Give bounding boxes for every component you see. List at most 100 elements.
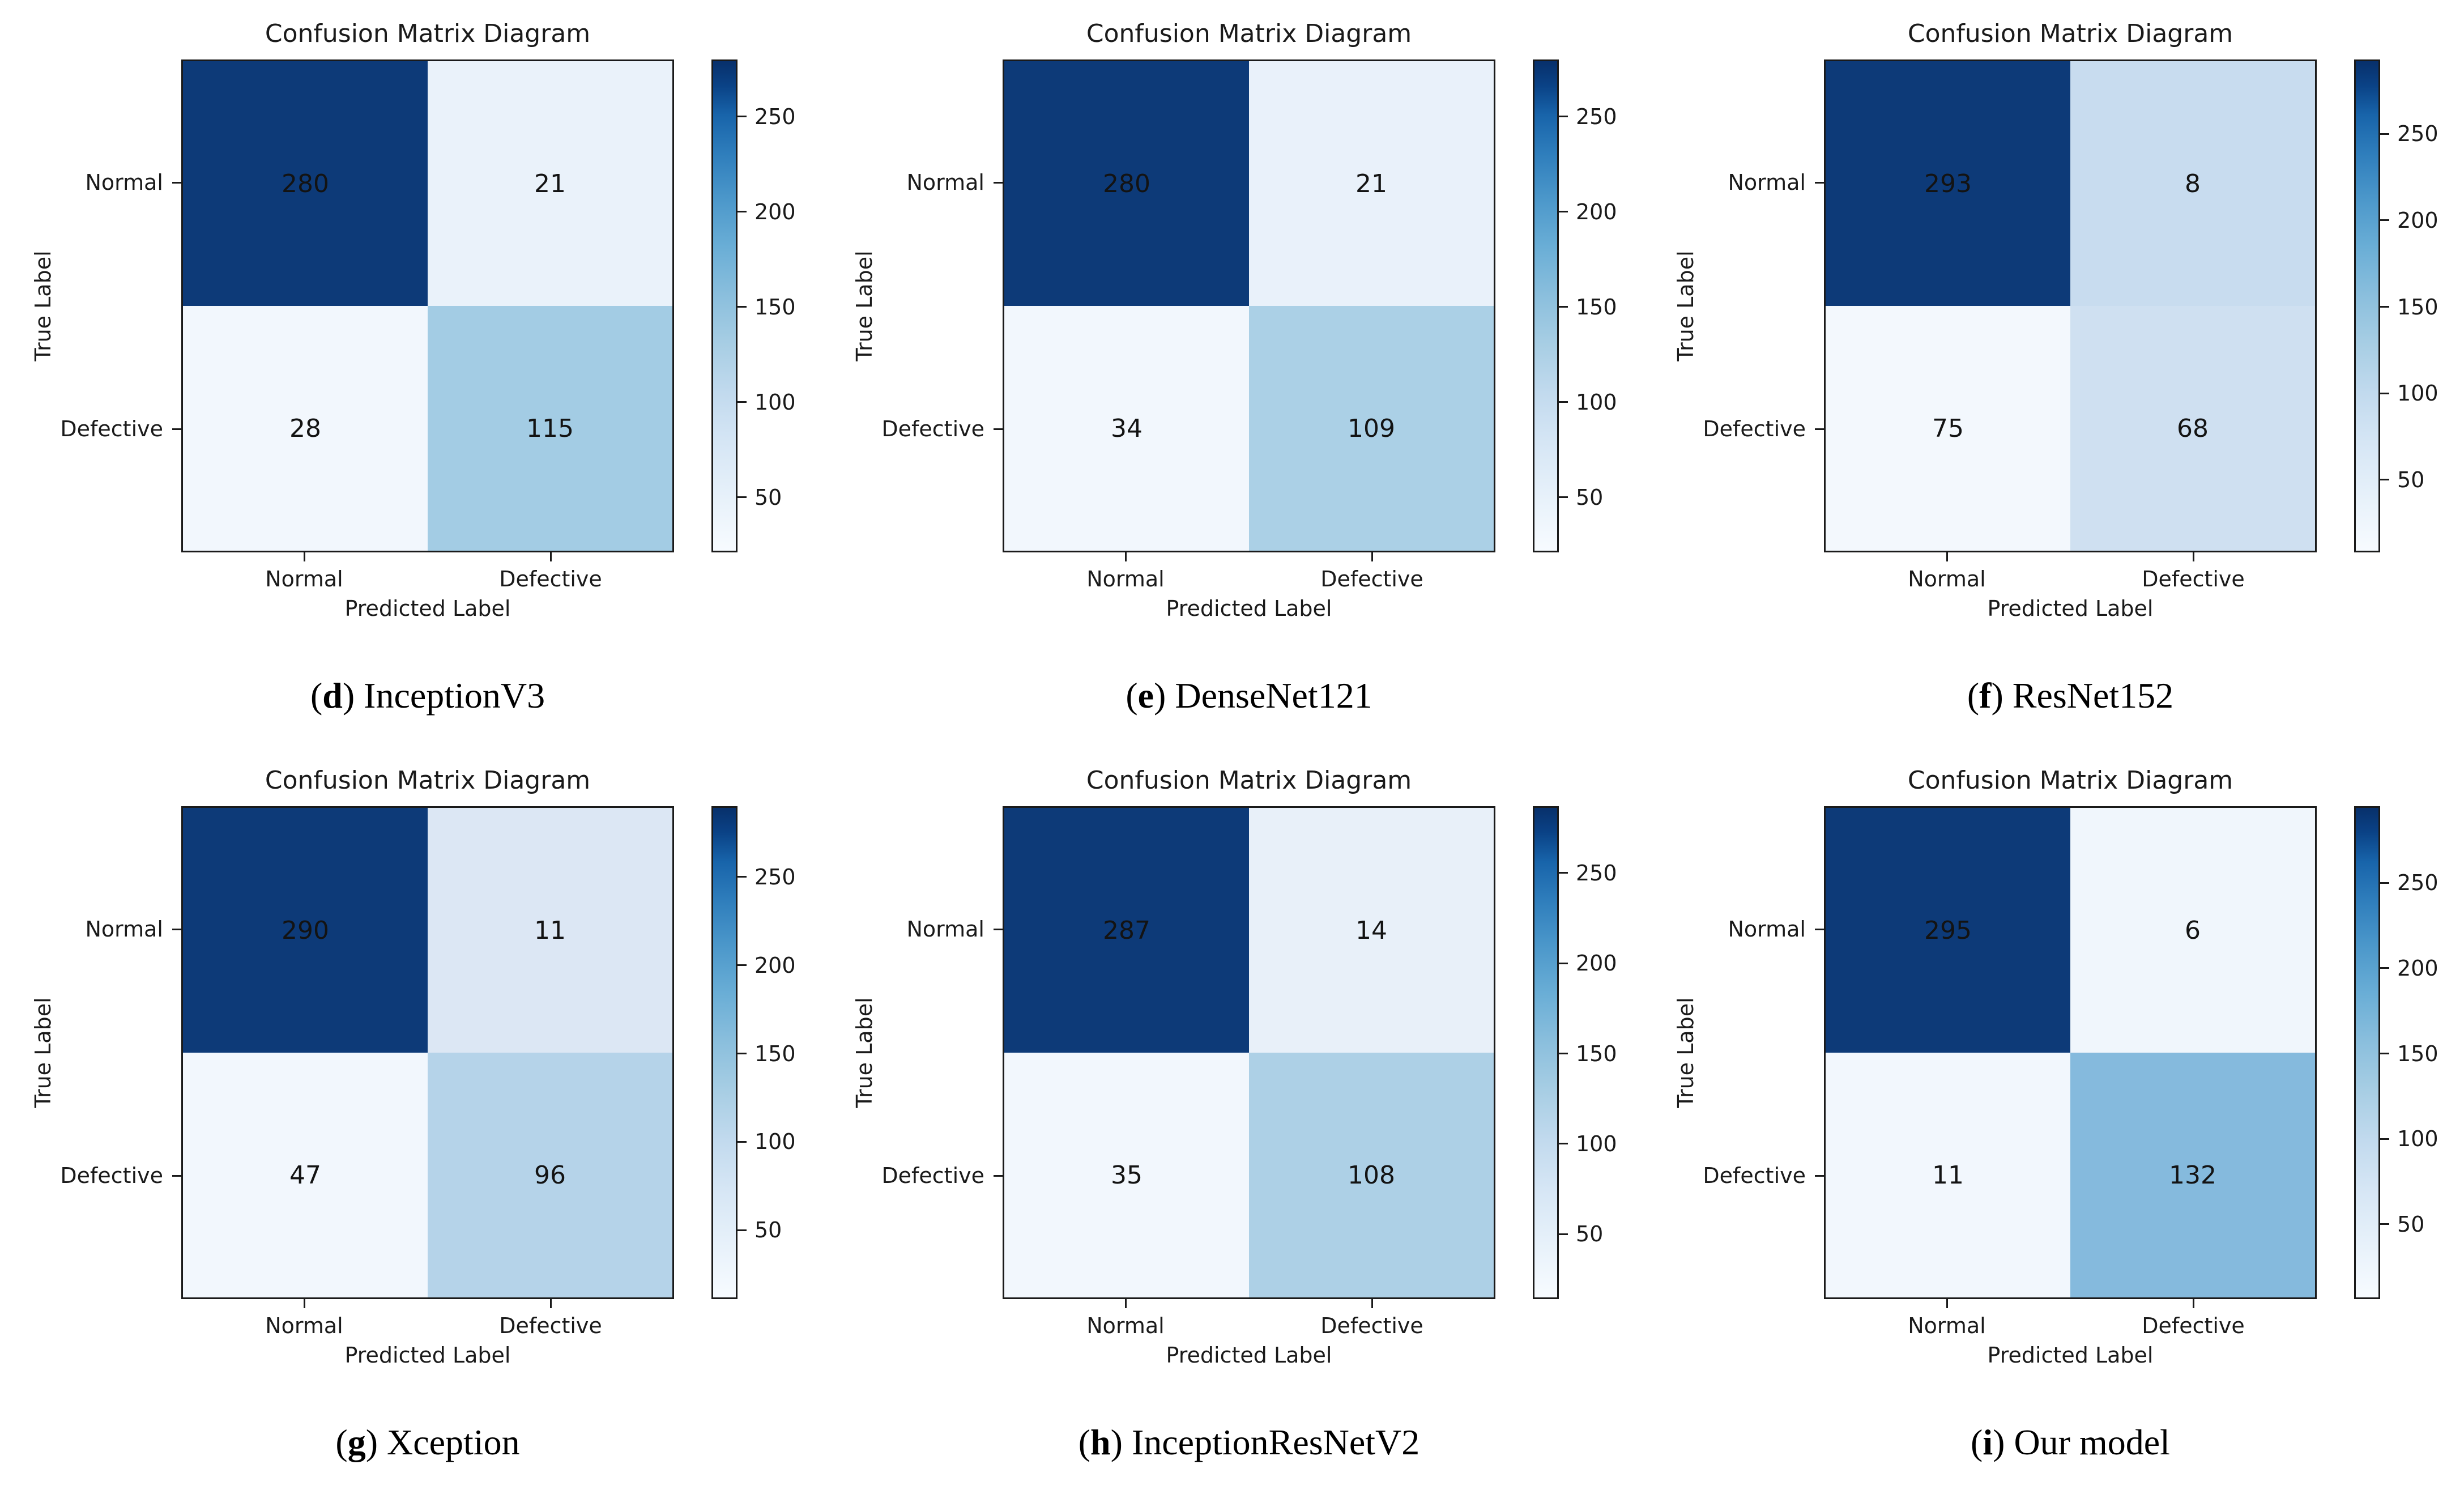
- caption-letter: i: [1983, 1422, 1993, 1462]
- matrix-cell: 47: [183, 1053, 428, 1297]
- x-tick-label: Normal: [265, 567, 343, 591]
- y-tick-label: Normal: [1728, 917, 1806, 942]
- colorbar-tick-label: 200: [1576, 951, 1617, 976]
- colorbar-tick-mark: [738, 1229, 747, 1231]
- y-tick-mark: [1815, 929, 1824, 930]
- colorbar-tick-mark: [1559, 211, 1568, 213]
- colorbar-tick-mark: [2380, 1223, 2389, 1225]
- x-axis-label: Predicted Label: [1987, 596, 2154, 621]
- caption-paren-open: (: [335, 1422, 348, 1462]
- confusion-matrix-panel: Confusion Matrix Diagram True Label Norm…: [0, 747, 821, 1493]
- colorbar-tick-label: 150: [1576, 1041, 1617, 1066]
- colorbar-tick-label: 200: [2397, 207, 2439, 233]
- y-tick-mark: [172, 929, 181, 930]
- colorbar-tick-label: 100: [2397, 381, 2439, 406]
- colorbar-tick-label: 200: [754, 199, 796, 224]
- colorbar-tick-mark: [2380, 882, 2389, 884]
- confusion-matrix-panel: Confusion Matrix Diagram True Label Norm…: [1643, 747, 2464, 1493]
- colorbar-tick-mark: [1559, 496, 1568, 499]
- matrix-cell: 280: [183, 61, 428, 306]
- y-tick-label: Defective: [60, 1163, 163, 1188]
- subfigure-caption: (f) ResNet152: [1767, 670, 2373, 721]
- caption-letter: f: [1979, 675, 1992, 716]
- matrix-cell: 21: [1249, 61, 1494, 306]
- y-axis-label: True Label: [31, 997, 56, 1108]
- x-tick-mark: [304, 1299, 305, 1308]
- colorbar-tick-label: 100: [754, 1129, 796, 1155]
- subfigure-caption: (g) Xception: [125, 1417, 731, 1468]
- x-tick-mark: [1371, 552, 1373, 561]
- matrix-cell: 11: [1826, 1053, 2070, 1297]
- x-tick-label: Defective: [1320, 567, 1423, 591]
- heatmap-matrix: 293 8 75 68: [1824, 59, 2317, 552]
- y-axis-label: True Label: [1673, 250, 1698, 361]
- y-tick-label: Normal: [85, 170, 164, 195]
- matrix-cell: 75: [1826, 306, 2070, 551]
- x-tick-mark: [1371, 1299, 1373, 1308]
- colorbar: [2354, 806, 2380, 1299]
- x-axis-label: Predicted Label: [344, 1343, 511, 1368]
- colorbar-tick-mark: [1559, 306, 1568, 308]
- x-axis-label: Predicted Label: [344, 596, 511, 621]
- matrix-cell: 14: [1249, 808, 1494, 1053]
- matrix-cell: 280: [1004, 61, 1249, 306]
- colorbar-tick-label: 50: [754, 484, 782, 510]
- colorbar-tick-mark: [2380, 1053, 2389, 1054]
- matrix-cell: 34: [1004, 306, 1249, 551]
- x-axis-label: Predicted Label: [1987, 1343, 2154, 1368]
- colorbar-tick-mark: [2380, 479, 2389, 481]
- matrix-cell: 115: [428, 306, 672, 551]
- x-tick-mark: [1946, 1299, 1948, 1308]
- x-tick-mark: [2193, 1299, 2194, 1308]
- subfigure-caption: (d) InceptionV3: [125, 670, 731, 721]
- matrix-cell: 68: [2070, 306, 2315, 551]
- chart-title: Confusion Matrix Diagram: [1907, 19, 2233, 48]
- x-tick-label: Defective: [1320, 1313, 1423, 1338]
- confusion-matrix-panel: Confusion Matrix Diagram True Label Norm…: [821, 747, 1643, 1493]
- colorbar-tick-mark: [2380, 967, 2389, 969]
- subfigure-caption: (h) InceptionResNetV2: [946, 1417, 1552, 1468]
- matrix-cell: 132: [2070, 1053, 2315, 1297]
- colorbar-tick-mark: [738, 306, 747, 308]
- colorbar-tick-mark: [1559, 962, 1568, 964]
- colorbar: [711, 806, 738, 1299]
- colorbar: [1533, 59, 1559, 552]
- colorbar-tick-label: 100: [754, 389, 796, 415]
- y-tick-label: Defective: [1703, 416, 1806, 441]
- y-tick-mark: [172, 182, 181, 184]
- colorbar-tick-mark: [738, 211, 747, 213]
- colorbar-tick-label: 250: [754, 104, 796, 129]
- heatmap-matrix: 287 14 35 108: [1003, 806, 1495, 1299]
- chart-title: Confusion Matrix Diagram: [1086, 766, 1412, 795]
- x-tick-mark: [304, 552, 305, 561]
- matrix-cell: 290: [183, 808, 428, 1053]
- matrix-cell: 28: [183, 306, 428, 551]
- colorbar-tick-label: 150: [754, 1041, 796, 1066]
- x-axis-label: Predicted Label: [1166, 596, 1332, 621]
- y-tick-mark: [172, 428, 181, 430]
- matrix-cell: 35: [1004, 1053, 1249, 1297]
- confusion-matrix-panel: Confusion Matrix Diagram True Label Norm…: [821, 0, 1643, 747]
- matrix-cell: 8: [2070, 61, 2315, 306]
- colorbar-tick-label: 50: [2397, 467, 2425, 492]
- colorbar-tick-label: 200: [754, 952, 796, 978]
- colorbar-tick-mark: [1559, 1053, 1568, 1055]
- x-tick-label: Normal: [1086, 567, 1165, 591]
- colorbar-tick-mark: [1559, 1233, 1568, 1235]
- x-axis-label: Predicted Label: [1166, 1343, 1332, 1368]
- caption-letter: g: [347, 1422, 366, 1462]
- matrix-cell: 108: [1249, 1053, 1494, 1297]
- colorbar-tick-label: 50: [2397, 1211, 2425, 1237]
- x-tick-mark: [550, 552, 552, 561]
- colorbar: [711, 59, 738, 552]
- y-tick-mark: [994, 1175, 1003, 1177]
- caption-paren-open: (: [1971, 1422, 1983, 1462]
- matrix-cell: 287: [1004, 808, 1249, 1053]
- colorbar-tick-mark: [2380, 392, 2389, 394]
- y-tick-label: Defective: [60, 416, 163, 441]
- caption-label: ) Our model: [1993, 1422, 2170, 1462]
- heatmap-matrix: 295 6 11 132: [1824, 806, 2317, 1299]
- caption-paren-open: (: [1967, 675, 1980, 716]
- y-tick-label: Normal: [906, 170, 985, 195]
- colorbar-tick-label: 100: [1576, 389, 1617, 415]
